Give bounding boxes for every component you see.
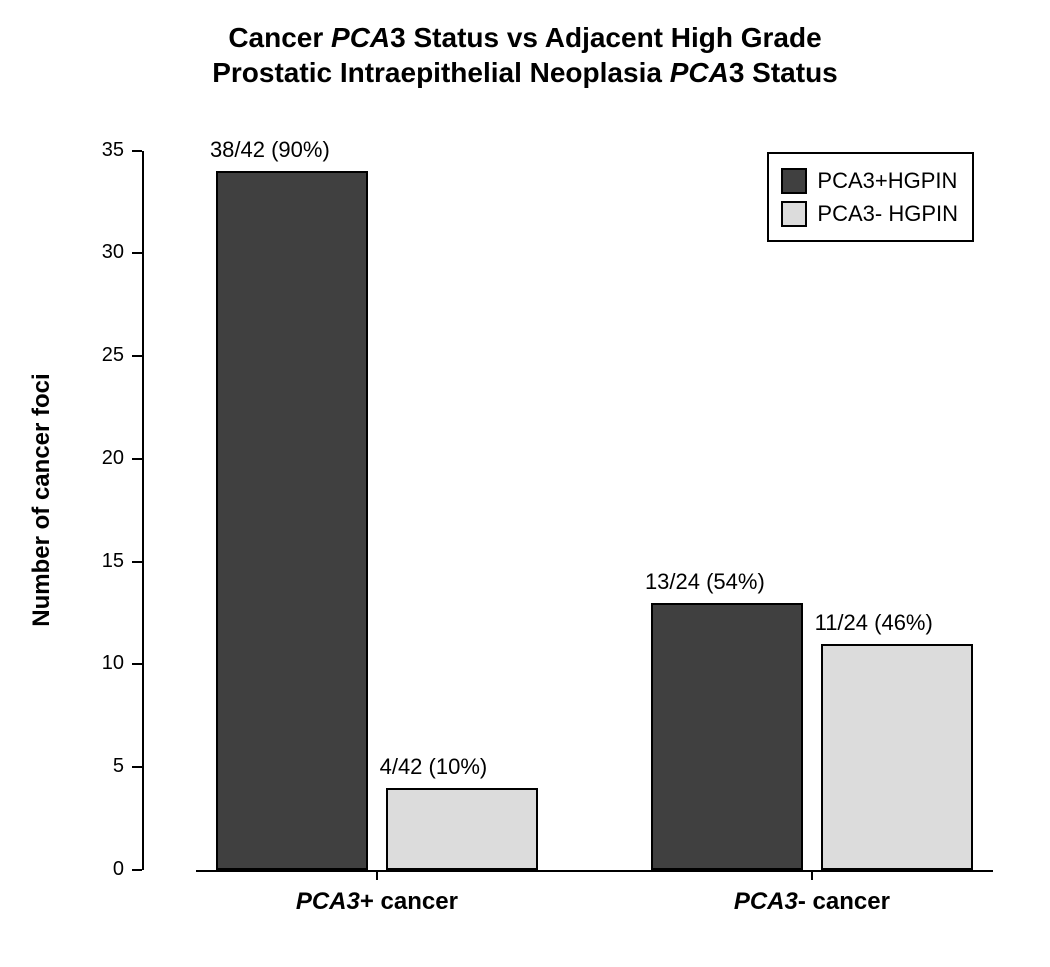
bar-value-label: 11/24 (46%): [815, 610, 933, 636]
y-tick-label: 0: [64, 858, 124, 881]
y-axis-label: Number of cancer foci: [28, 373, 56, 626]
bar-value-label: 38/42 (90%): [210, 137, 330, 163]
bar-value-label: 4/42 (10%): [380, 754, 488, 780]
x-category-label: PCA3- cancer: [662, 888, 962, 916]
y-tick-label: 25: [64, 344, 124, 367]
bar: [651, 603, 803, 870]
bar: [821, 644, 973, 870]
legend: PCA3+HGPINPCA3- HGPIN: [767, 152, 974, 242]
y-tick: [132, 561, 142, 563]
bar-value-label: 13/24 (54%): [645, 569, 765, 595]
y-axis-line: [142, 151, 144, 870]
x-tick: [811, 870, 813, 880]
y-tick-label: 35: [64, 139, 124, 162]
legend-label: PCA3- HGPIN: [817, 197, 958, 230]
bar: [216, 171, 368, 870]
chart-container: Cancer PCA3 Status vs Adjacent High Grad…: [0, 0, 1050, 967]
y-tick-label: 10: [64, 652, 124, 675]
bar: [386, 788, 538, 870]
y-tick-label: 20: [64, 447, 124, 470]
y-tick: [132, 150, 142, 152]
y-tick: [132, 663, 142, 665]
x-axis-line: [196, 870, 993, 872]
y-tick: [132, 355, 142, 357]
y-tick-label: 30: [64, 241, 124, 264]
y-tick: [132, 869, 142, 871]
x-category-label: PCA3+ cancer: [227, 888, 527, 916]
legend-swatch: [781, 168, 807, 194]
legend-item: PCA3+HGPIN: [781, 164, 958, 197]
y-tick-label: 5: [64, 755, 124, 778]
plot-area: 05101520253035Number of cancer fociPCA3+…: [142, 130, 1012, 870]
legend-swatch: [781, 201, 807, 227]
y-tick: [132, 252, 142, 254]
legend-label: PCA3+HGPIN: [817, 164, 957, 197]
x-tick: [376, 870, 378, 880]
legend-item: PCA3- HGPIN: [781, 197, 958, 230]
chart-title: Cancer PCA3 Status vs Adjacent High Grad…: [0, 20, 1050, 90]
y-tick: [132, 766, 142, 768]
y-tick: [132, 458, 142, 460]
y-tick-label: 15: [64, 550, 124, 573]
